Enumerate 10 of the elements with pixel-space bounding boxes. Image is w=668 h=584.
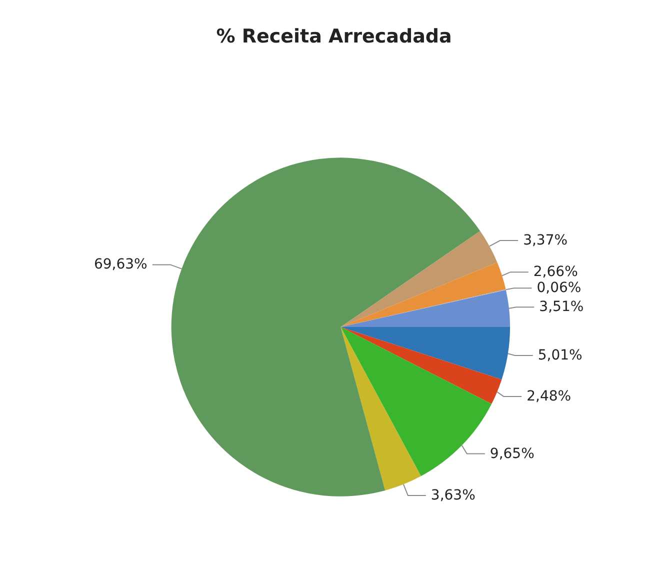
data-label: 69,63% bbox=[94, 256, 148, 273]
data-label: 5,01% bbox=[538, 347, 582, 364]
data-label: 3,63% bbox=[430, 487, 476, 504]
data-label: 2,66% bbox=[533, 264, 578, 280]
data-label: 3,37% bbox=[523, 232, 568, 249]
data-label: 3,51% bbox=[539, 299, 584, 316]
data-label: 9,65% bbox=[490, 446, 534, 462]
chart-title: % Receita Arrecadada bbox=[216, 26, 452, 48]
data-label: 0,06% bbox=[536, 280, 582, 296]
data-label: 2,48% bbox=[526, 388, 572, 404]
